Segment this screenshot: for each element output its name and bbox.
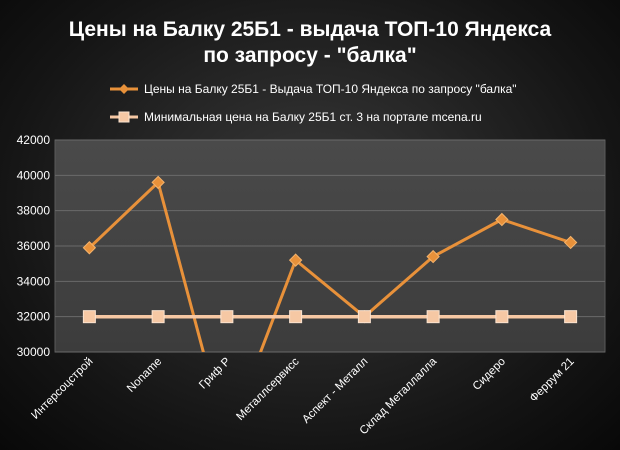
y-tick-label: 36000 xyxy=(17,239,51,253)
x-tick-label: Феррум 21 xyxy=(528,356,577,405)
x-tick-label: Сидеро xyxy=(471,356,508,393)
legend-marker xyxy=(118,111,130,123)
data-point xyxy=(357,310,371,324)
data-point xyxy=(82,241,97,255)
data-point xyxy=(220,310,234,324)
data-point xyxy=(426,249,440,264)
y-axis-ticks: 42000 40000 38000 36000 34000 32000 30000 xyxy=(17,133,51,359)
data-point xyxy=(426,310,440,324)
chart-title-line-2: по запросу - "балка" xyxy=(203,44,416,67)
markers-layer xyxy=(82,175,578,324)
y-tick-label: 30000 xyxy=(17,345,51,359)
series-layer xyxy=(88,180,572,352)
legend-label: Минимальная цена на Балку 25Б1 ст. 3 на … xyxy=(144,110,482,124)
data-point xyxy=(151,175,165,190)
series-line-1 xyxy=(88,180,572,352)
y-tick-label: 40000 xyxy=(17,168,51,182)
x-axis-ticks: Интерсоцстрой Noname Гриф Р МеталлсервиссАс… xyxy=(29,355,576,437)
y-tick-label: 42000 xyxy=(17,133,51,147)
data-point xyxy=(151,310,165,324)
data-point xyxy=(289,310,303,324)
data-point xyxy=(495,212,509,227)
x-tick-label: Аспект - Металл xyxy=(300,356,370,426)
y-tick-label: 38000 xyxy=(17,204,51,218)
chart-title-line-1: Цены на Балку 25Б1 - выдача ТОП-10 Яндек… xyxy=(69,18,552,41)
y-tick-label: 34000 xyxy=(17,274,51,288)
x-tick-label: Интерсоцстрой xyxy=(29,356,95,422)
data-point xyxy=(288,253,303,267)
x-tick-label: Металлсервисс xyxy=(234,355,302,423)
legend-label: Цены на Балку 25Б1 - Выдача ТОП-10 Яндек… xyxy=(144,82,517,96)
data-point xyxy=(563,235,578,250)
data-point xyxy=(82,310,96,324)
data-point xyxy=(495,310,509,324)
legend: Цены на Балку 25Б1 - Выдача ТОП-10 Яндек… xyxy=(110,82,517,124)
data-point xyxy=(564,310,578,324)
x-tick-label: Noname xyxy=(125,356,164,395)
x-tick-label: Гриф Р xyxy=(197,355,233,391)
x-tick-label: Склад Металлалла xyxy=(358,355,440,437)
legend-marker xyxy=(119,84,129,94)
y-tick-label: 32000 xyxy=(17,310,51,324)
